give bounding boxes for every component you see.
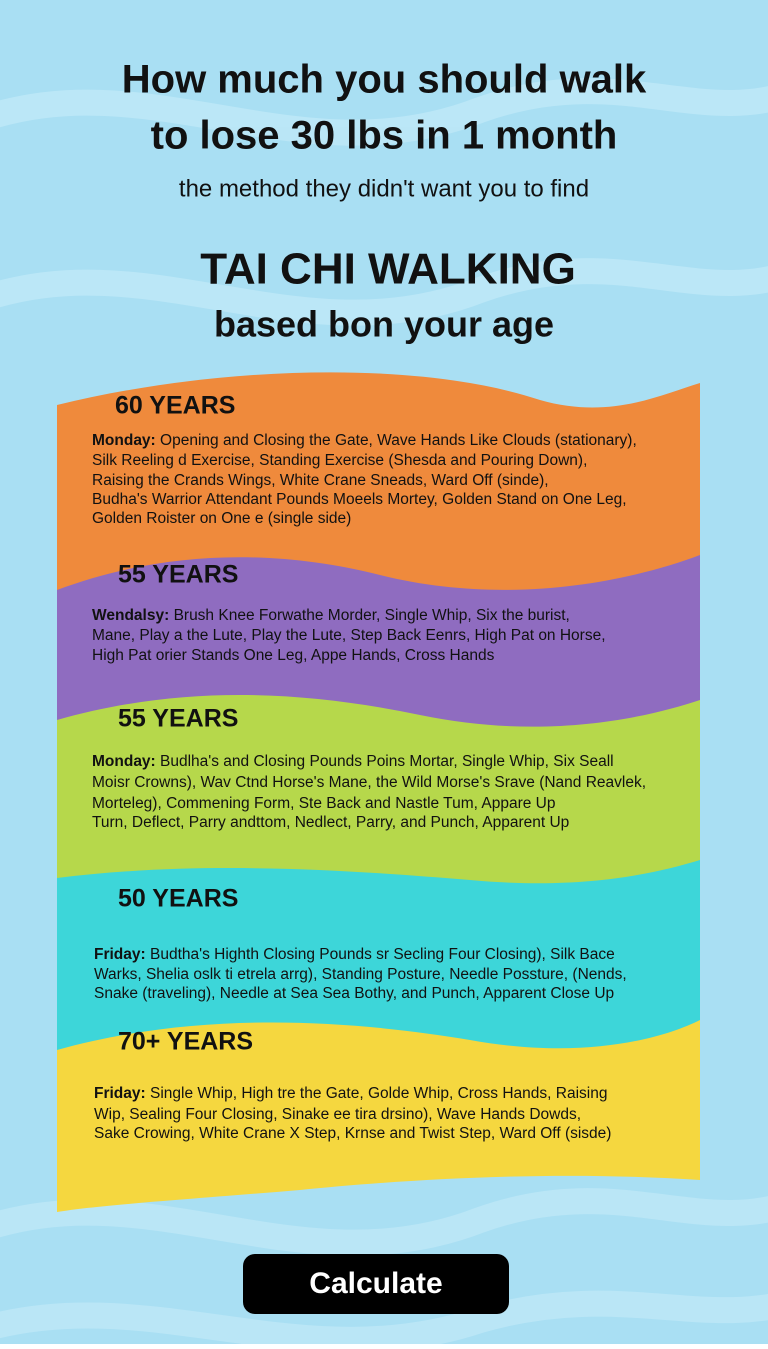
routine-line: Budha's Warrior Attendant Pounds Moeels … — [92, 491, 627, 508]
routine-line: Moisr Crowns), Wav Ctnd Horse's Mane, th… — [92, 774, 646, 791]
routine-text: Snake (traveling), Needle at Sea Sea Bot… — [94, 985, 614, 1002]
routine-line: Silk Reeling d Exercise, Standing Exerci… — [92, 452, 587, 469]
day-label: Friday: — [94, 1085, 146, 1102]
day-label: Friday: — [94, 946, 146, 963]
subtitle: the method they didn't want you to find — [179, 175, 589, 202]
routine-line: Friday: Single Whip, High tre the Gate, … — [94, 1085, 607, 1102]
routine-text: Budtha's Highth Closing Pounds sr Seclin… — [150, 946, 615, 963]
age-label: 70+ YEARS — [118, 1028, 253, 1056]
band-cyan — [57, 860, 700, 1070]
routine-text: Brush Knee Forwathe Morder, Single Whip,… — [174, 607, 570, 624]
band-yellow — [57, 1020, 700, 1212]
routine-text: Budha's Warrior Attendant Pounds Moeels … — [92, 491, 627, 508]
routine-text: Golden Roister on One e (single side) — [92, 510, 351, 527]
routine-line: Warks, Shelia oslk ti etrela arrg), Stan… — [94, 966, 627, 983]
routine-line: High Pat orier Stands One Leg, Appe Hand… — [92, 647, 495, 664]
age-label: 55 YEARS — [118, 705, 238, 733]
routine-text: Raising the Crands Wings, White Crane Sn… — [92, 472, 549, 489]
title-line: How much you should walk — [122, 58, 647, 102]
band-green — [57, 695, 700, 900]
routine-line: Golden Roister on One e (single side) — [92, 510, 351, 527]
background-waves — [0, 78, 768, 1349]
routine-text: Mane, Play a the Lute, Play the Lute, St… — [92, 627, 606, 644]
button-label[interactable]: Calculate — [309, 1267, 442, 1300]
routine-line: Wendalsy: Brush Knee Forwathe Morder, Si… — [92, 607, 570, 624]
routine-text: Budlha's and Closing Pounds Poins Mortar… — [160, 753, 614, 770]
day-label: Wendalsy: — [92, 607, 169, 624]
routine-text: Wip, Sealing Four Closing, Sinake ee tir… — [94, 1106, 581, 1123]
routine-line: Raising the Crands Wings, White Crane Sn… — [92, 472, 549, 489]
day-label: Monday: — [92, 432, 156, 449]
routine-text: Opening and Closing the Gate, Wave Hands… — [160, 432, 637, 449]
band-orange — [57, 372, 700, 600]
routine-line: Turn, Deflect, Parry andttom, Nedlect, P… — [92, 814, 569, 831]
age-label: 55 YEARS — [118, 561, 238, 589]
routine-line: Snake (traveling), Needle at Sea Sea Bot… — [94, 985, 614, 1002]
subheading: based bon your age — [214, 304, 554, 345]
routine-line: Mane, Play a the Lute, Play the Lute, St… — [92, 627, 606, 644]
routine-text: Sake Crowing, White Crane X Step, Krnse … — [94, 1125, 611, 1142]
age-label: 50 YEARS — [118, 885, 238, 913]
day-label: Monday: — [92, 753, 156, 770]
band-purple — [57, 555, 700, 740]
routine-text: Moisr Crowns), Wav Ctnd Horse's Mane, th… — [92, 774, 646, 791]
routine-text: Single Whip, High tre the Gate, Golde Wh… — [150, 1085, 607, 1102]
routine-line: Sake Crowing, White Crane X Step, Krnse … — [94, 1125, 611, 1142]
routine-line: Wip, Sealing Four Closing, Sinake ee tir… — [94, 1106, 581, 1123]
routine-text: Turn, Deflect, Parry andttom, Nedlect, P… — [92, 814, 569, 831]
calculate-button[interactable] — [243, 1254, 509, 1314]
title-line: to lose 30 lbs in 1 month — [151, 114, 618, 158]
routine-line: Morteleg), Commening Form, Ste Back and … — [92, 795, 555, 812]
routine-text: Warks, Shelia oslk ti etrela arrg), Stan… — [94, 966, 627, 983]
routine-text: High Pat orier Stands One Leg, Appe Hand… — [92, 647, 495, 664]
routine-line: Monday: Opening and Closing the Gate, Wa… — [92, 432, 637, 449]
age-label: 60 YEARS — [115, 392, 235, 420]
routine-line: Monday: Budlha's and Closing Pounds Poin… — [92, 753, 614, 770]
routine-line: Friday: Budtha's Highth Closing Pounds s… — [94, 946, 615, 963]
routine-text: Morteleg), Commening Form, Ste Back and … — [92, 795, 555, 812]
routine-text: Silk Reeling d Exercise, Standing Exerci… — [92, 452, 587, 469]
heading: TAI CHI WALKING — [200, 245, 576, 294]
